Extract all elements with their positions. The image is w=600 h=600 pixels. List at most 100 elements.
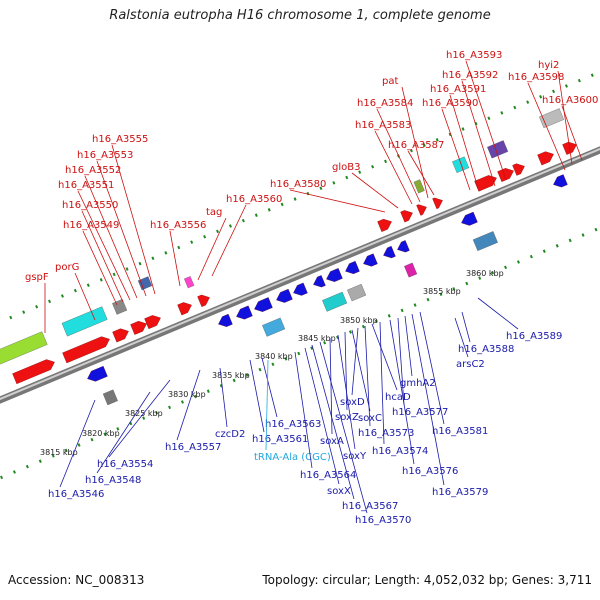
gene-label-bottom[interactable]: h16_A3563	[265, 419, 321, 430]
gene-leader-line-top	[169, 230, 181, 287]
gene-label-top[interactable]: h16_A3580	[270, 179, 326, 190]
gene-leader-line-bottom	[371, 323, 398, 391]
reverse-gene-arrow[interactable]	[553, 174, 568, 188]
gene-label-top[interactable]: tag	[206, 207, 222, 218]
gene-leader-line-bottom	[397, 317, 405, 406]
gene-label-top[interactable]: h16_A3552	[65, 165, 121, 176]
gene-label-bottom[interactable]: h16_A3589	[506, 331, 562, 342]
scale-tick-label: 3820 kbp	[82, 429, 120, 438]
feature-block	[472, 231, 498, 251]
gene-label-bottom[interactable]: h16_A3577	[392, 407, 448, 418]
gene-label-top[interactable]: h16_A3560	[226, 194, 282, 205]
reverse-gene-arrow[interactable]	[87, 365, 108, 382]
forward-gene-arrow[interactable]	[497, 168, 514, 182]
gene-label-bottom[interactable]: soxX	[327, 486, 351, 497]
forward-gene-arrow[interactable]	[377, 218, 392, 232]
reverse-gene-arrow[interactable]	[363, 253, 378, 267]
gene-label-bottom[interactable]: soxZ	[335, 412, 359, 423]
feature-block	[0, 331, 48, 365]
gene-label-bottom[interactable]: h16_A3557	[165, 442, 221, 453]
gene-label-top[interactable]: h16_A3587	[388, 140, 444, 151]
scale-tick-label: 3860 kbp	[466, 269, 504, 278]
gene-label-top[interactable]: gloB3	[332, 162, 360, 173]
reverse-gene-arrow[interactable]	[236, 305, 253, 320]
reverse-gene-arrow[interactable]	[293, 282, 308, 296]
gene-label-bottom[interactable]: czcD2	[215, 429, 245, 440]
gene-label-bottom[interactable]: h16_A3561	[252, 434, 308, 445]
forward-gene-arrow[interactable]	[177, 302, 192, 316]
gene-label-top[interactable]: hyi2	[538, 60, 559, 71]
gene-label-top[interactable]: h16_A3555	[92, 134, 148, 145]
reverse-gene-arrow[interactable]	[254, 297, 273, 312]
forward-gene-arrow[interactable]	[474, 175, 497, 192]
gene-label-top[interactable]: h16_A3591	[430, 84, 486, 95]
gene-label-bottom[interactable]: h16_A3548	[85, 475, 141, 486]
gene-label-top[interactable]: porG	[55, 262, 79, 273]
gene-leader-line-top	[77, 190, 131, 301]
gene-label-top[interactable]: gspF	[25, 272, 49, 283]
gene-label-bottom[interactable]: h16_A3564	[300, 470, 356, 481]
gene-label-bottom[interactable]: arsC2	[456, 359, 485, 370]
gene-leader-line-bottom	[294, 351, 313, 469]
gene-label-bottom[interactable]: h16_A3581	[432, 426, 488, 437]
forward-gene-arrow[interactable]	[197, 294, 210, 307]
gene-leader-line-bottom	[477, 297, 519, 330]
gene-label-bottom[interactable]: hcaD	[385, 392, 411, 403]
gene-leader-line-bottom	[419, 311, 445, 425]
forward-gene-arrow[interactable]	[62, 336, 110, 364]
gene-label-bottom[interactable]: soxD	[340, 397, 365, 408]
reverse-gene-arrow[interactable]	[345, 260, 360, 274]
gene-label-bottom[interactable]: h16_A3574	[372, 446, 428, 457]
gene-leader-line-top	[465, 60, 507, 181]
gene-label-top[interactable]: pat	[382, 76, 398, 87]
gene-leader-line-top	[74, 272, 96, 321]
reverse-gene-arrow[interactable]	[461, 211, 478, 226]
gene-label-bottom[interactable]: soxY	[343, 451, 367, 462]
forward-gene-arrow[interactable]	[537, 151, 554, 166]
gene-label-bottom[interactable]: h16_A3554	[97, 459, 153, 470]
gene-label-top[interactable]: h16_A3584	[357, 98, 413, 109]
gene-label-top[interactable]: h16_A3598	[508, 72, 564, 83]
gene-label-bottom[interactable]: h16_A3570	[355, 515, 411, 526]
forward-gene-arrow[interactable]	[130, 321, 147, 335]
gene-label-top[interactable]: h16_A3593	[446, 50, 502, 61]
gene-label-top[interactable]: h16_A3549	[63, 220, 119, 231]
reverse-gene-arrow[interactable]	[383, 245, 396, 259]
gene-label-bottom[interactable]: tRNA-Ala (CGC)	[254, 452, 331, 463]
gene-label-top[interactable]: h16_A3556	[150, 220, 206, 231]
forward-gene-arrow[interactable]	[416, 204, 427, 216]
gene-label-top[interactable]: h16_A3553	[77, 150, 133, 161]
reverse-gene-arrow[interactable]	[276, 288, 293, 303]
forward-gene-arrow[interactable]	[432, 197, 443, 210]
reverse-gene-arrow[interactable]	[313, 275, 326, 288]
forward-gene-arrow[interactable]	[112, 328, 129, 343]
gene-label-bottom[interactable]: h16_A3588	[458, 344, 514, 355]
gene-label-bottom[interactable]: h16_A3576	[402, 466, 458, 477]
gene-label-bottom[interactable]: h16_A3546	[48, 489, 104, 500]
gene-leader-line-bottom	[351, 327, 359, 396]
feature-block	[452, 156, 470, 173]
gene-label-top[interactable]: h16_A3583	[355, 120, 411, 131]
gene-label-top[interactable]: h16_A3592	[442, 70, 498, 81]
gene-label-bottom[interactable]: soxA	[320, 436, 344, 447]
reverse-gene-arrow[interactable]	[397, 240, 410, 253]
gene-label-bottom[interactable]: gmhA2	[400, 378, 436, 389]
gene-label-top[interactable]: h16_A3600	[542, 95, 598, 106]
gene-leader-line-top	[374, 130, 413, 205]
gene-leader-line-bottom	[304, 347, 340, 485]
forward-gene-arrow[interactable]	[12, 359, 55, 385]
gene-label-top[interactable]: h16_A3550	[62, 200, 118, 211]
forward-gene-arrow[interactable]	[400, 210, 413, 223]
reverse-gene-arrow[interactable]	[326, 268, 343, 282]
reverse-gene-arrow[interactable]	[218, 313, 233, 327]
gene-label-bottom[interactable]: h16_A3567	[342, 501, 398, 512]
gene-label-top[interactable]: h16_A3551	[58, 180, 114, 191]
gene-label-top[interactable]: h16_A3590	[422, 98, 478, 109]
forward-gene-arrow[interactable]	[512, 163, 525, 176]
forward-gene-arrow[interactable]	[144, 315, 161, 330]
gene-label-bottom[interactable]: h16_A3579	[432, 487, 488, 498]
gene-leader-line-bottom	[454, 317, 469, 358]
gene-leader-line-bottom	[389, 319, 415, 465]
gene-label-bottom[interactable]: h16_A3573	[358, 428, 414, 439]
scale-tick-label: 3815 kbp	[40, 448, 78, 457]
